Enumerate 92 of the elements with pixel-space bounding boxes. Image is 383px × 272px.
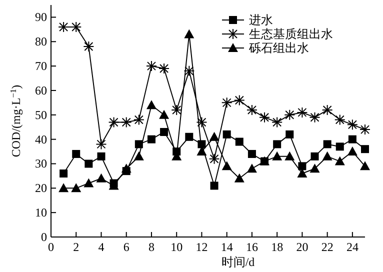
point <box>97 152 106 160</box>
point <box>346 119 358 130</box>
point <box>310 164 320 173</box>
point <box>298 162 306 170</box>
point <box>185 132 194 141</box>
x-tick-label: 20 <box>296 240 308 254</box>
y-tick-label: 30 <box>35 156 47 171</box>
x-tick-label: 10 <box>170 240 183 254</box>
point <box>296 106 308 118</box>
point <box>83 41 94 52</box>
x-tick-label: 8 <box>148 240 154 254</box>
point <box>248 150 256 158</box>
point <box>323 140 332 148</box>
point <box>147 135 156 144</box>
point <box>84 160 93 168</box>
point <box>120 116 132 128</box>
legend-label: 生态基质组出水 <box>249 27 333 41</box>
point <box>234 173 244 182</box>
point <box>297 168 308 178</box>
point <box>133 114 144 126</box>
point <box>334 114 346 126</box>
x-tick-label: 14 <box>220 240 233 254</box>
point <box>159 110 170 119</box>
point <box>284 109 296 120</box>
point <box>272 151 282 160</box>
point <box>334 156 345 166</box>
point <box>196 116 208 128</box>
point <box>310 152 319 160</box>
point <box>184 65 195 76</box>
point <box>58 21 70 32</box>
point <box>322 104 333 116</box>
x-tick-label: 4 <box>98 240 104 254</box>
point <box>272 116 283 128</box>
x-tick-label: 12 <box>196 240 208 254</box>
point <box>60 170 68 178</box>
x-tick-label: 24 <box>346 240 358 254</box>
point <box>235 138 244 146</box>
point <box>58 183 69 192</box>
point <box>72 150 80 158</box>
point <box>360 161 370 170</box>
point <box>259 112 270 123</box>
point <box>246 164 257 173</box>
point <box>336 142 344 151</box>
point <box>196 146 207 156</box>
point <box>184 29 194 38</box>
point <box>146 60 157 72</box>
x-tick-label: 6 <box>123 240 130 254</box>
legend-label: 砾石组出水 <box>248 41 309 55</box>
legend-label: 进水 <box>249 13 273 27</box>
y-tick-label: 10 <box>35 206 47 220</box>
y-tick-label: 0 <box>41 230 47 244</box>
point <box>146 100 156 110</box>
y-tick-label: 90 <box>35 10 47 24</box>
point <box>222 161 232 170</box>
point <box>209 132 220 141</box>
x-tick-label: 2 <box>73 240 80 254</box>
point <box>286 130 294 138</box>
point <box>121 164 132 173</box>
point <box>309 112 320 123</box>
y-tick-label: 80 <box>35 34 47 49</box>
x-tick-label: 22 <box>321 240 334 254</box>
point <box>160 128 168 136</box>
y-tick-label: 40 <box>35 132 47 146</box>
point <box>171 104 182 116</box>
point <box>360 124 370 136</box>
point <box>234 94 245 106</box>
y-tick-label: 60 <box>35 83 47 98</box>
point <box>70 21 82 32</box>
point <box>96 173 106 182</box>
point <box>108 116 120 128</box>
y-tick-label: 50 <box>35 108 47 122</box>
point <box>158 62 170 74</box>
point <box>221 97 232 108</box>
point <box>134 151 144 160</box>
point <box>322 151 332 160</box>
point <box>246 104 258 116</box>
point <box>347 146 358 156</box>
x-tick-label: 18 <box>271 240 284 254</box>
point <box>96 138 107 150</box>
point <box>284 151 295 160</box>
point <box>208 153 220 164</box>
point <box>84 178 94 188</box>
y-tick-label: 70 <box>35 59 47 74</box>
y-tick-label: 20 <box>35 181 47 196</box>
point <box>348 135 356 144</box>
x-axis-title: 时间/d <box>221 255 255 269</box>
point <box>222 130 231 138</box>
point <box>273 140 282 148</box>
point <box>210 182 218 190</box>
point <box>71 183 82 192</box>
x-tick-label: 16 <box>246 240 258 254</box>
point <box>361 145 369 154</box>
